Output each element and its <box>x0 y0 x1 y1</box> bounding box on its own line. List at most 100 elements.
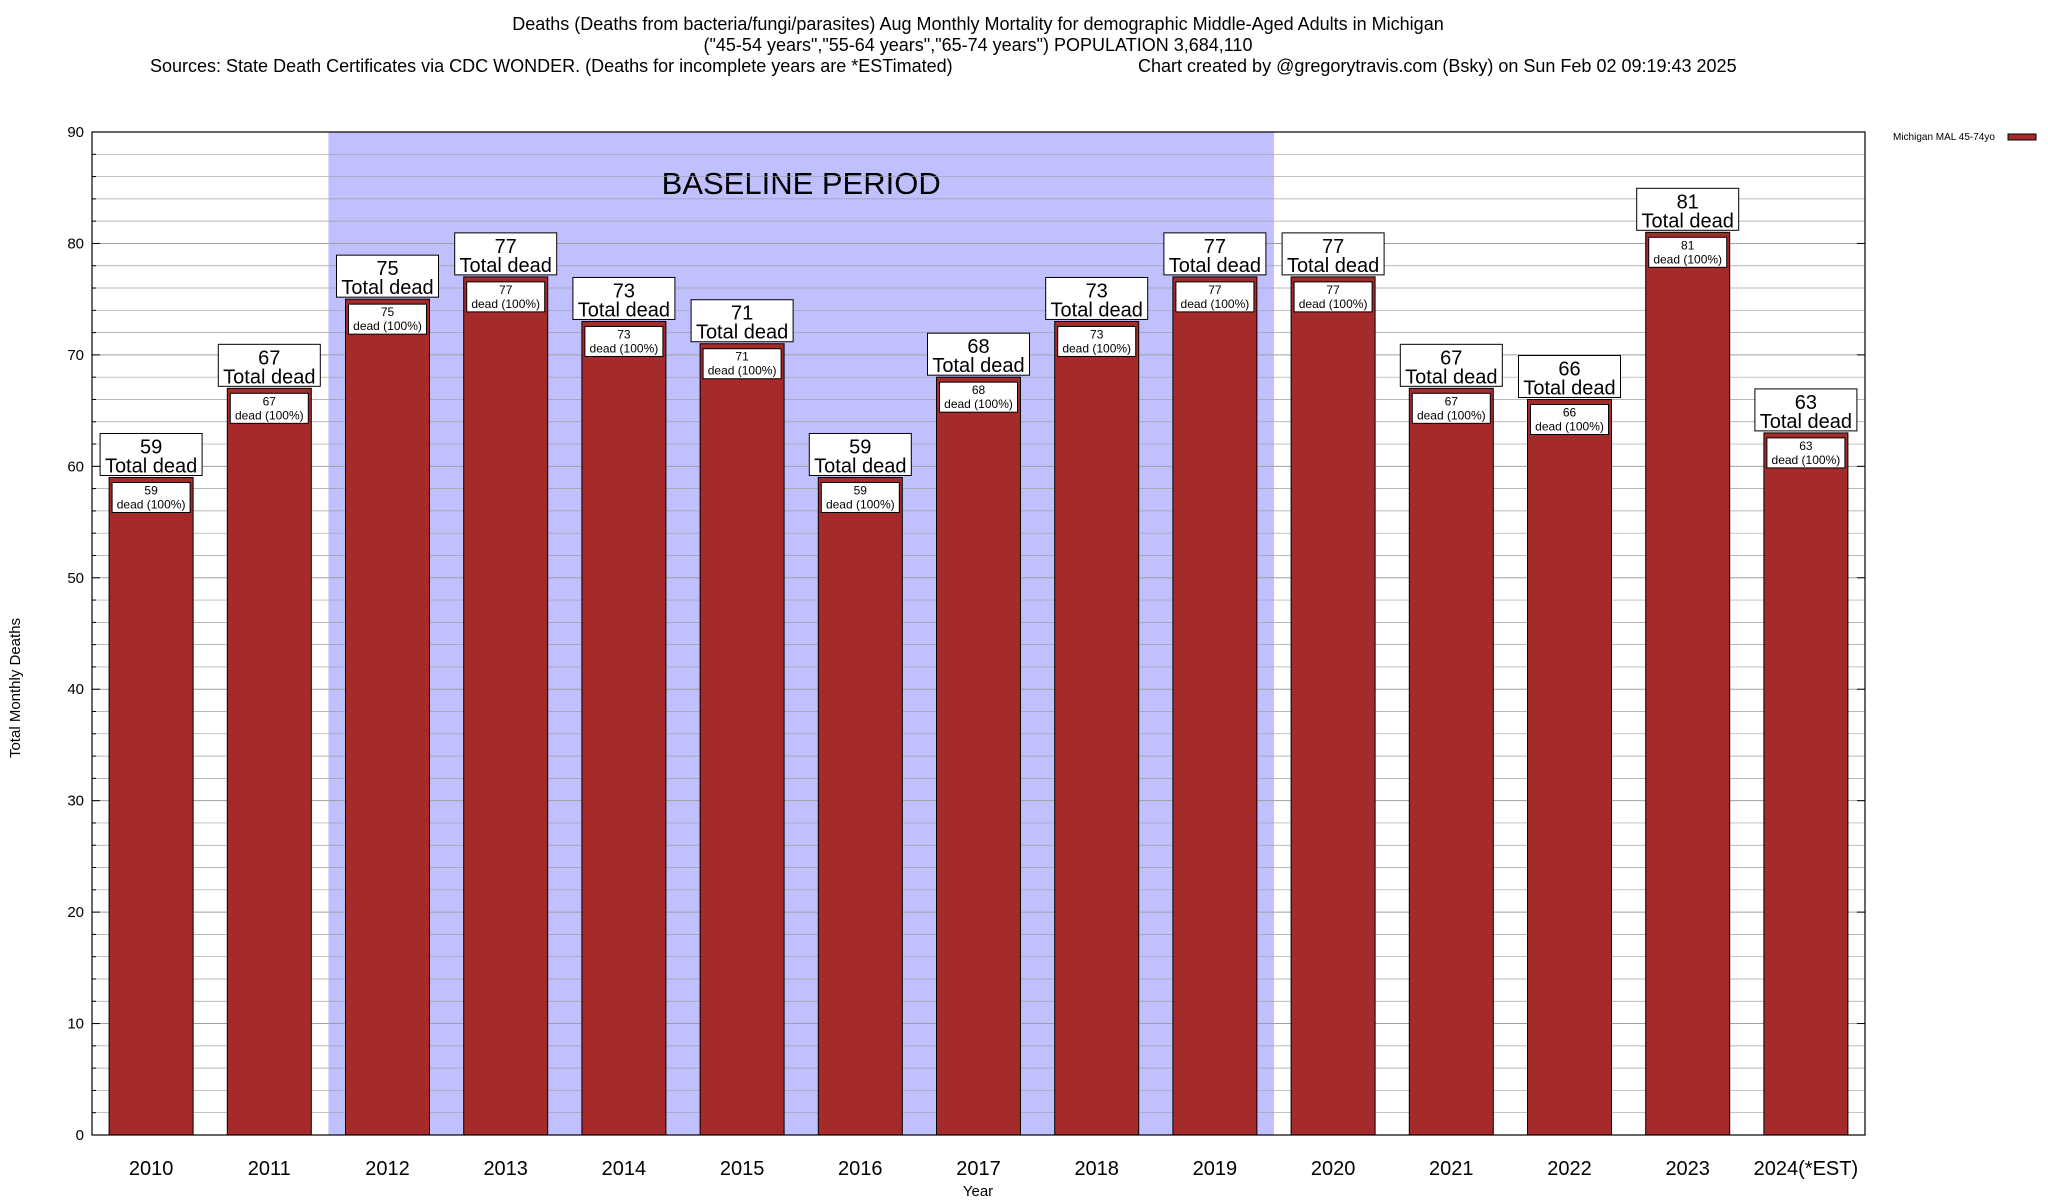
bar-top-label: Total dead <box>105 455 197 477</box>
baseline-label: BASELINE PERIOD <box>662 166 941 201</box>
y-tick-label: 20 <box>67 904 84 921</box>
bar-inner-label-box <box>1530 403 1609 435</box>
bar <box>1527 398 1612 1136</box>
bar-inner-value: 77 <box>1326 283 1340 297</box>
bar-inner-value: 77 <box>1208 283 1222 297</box>
bar-inner-label: dead (100%) <box>1181 297 1250 311</box>
bar <box>1290 276 1376 1136</box>
x-tick-label: 2011 <box>248 1158 291 1180</box>
bar-top-label-box <box>454 232 558 276</box>
bar-top-value: 73 <box>613 280 635 302</box>
bar-inner-label: dead (100%) <box>944 397 1013 411</box>
bar-top-label-box <box>690 299 794 343</box>
bar-inner-value: 67 <box>1445 394 1459 408</box>
bar-top-label: Total dead <box>223 366 315 388</box>
bar-top-label: Total dead <box>341 277 433 299</box>
bar <box>1408 387 1494 1136</box>
bar-inner-value: 71 <box>735 350 749 364</box>
bar-top-label-box <box>1754 388 1858 432</box>
bar-inner-label: dead (100%) <box>1535 419 1604 433</box>
bar-top-label-box <box>1163 232 1267 276</box>
y-tick-label: 50 <box>67 570 84 587</box>
bar-top-label: Total dead <box>1169 255 1261 277</box>
y-axis-label: Total Monthly Deaths <box>7 618 24 758</box>
bar-top-label-box <box>927 332 1030 376</box>
bar-inner-label: dead (100%) <box>117 497 186 511</box>
bar-top-label: Total dead <box>814 455 906 477</box>
bar-inner-label-box <box>466 281 546 313</box>
bar <box>226 387 312 1136</box>
chart-credit: Chart created by @gregorytravis.com (Bsk… <box>1138 56 1737 76</box>
y-tick-label: 80 <box>67 235 84 252</box>
x-tick-label: 2014 <box>602 1158 647 1180</box>
plot-border <box>91 131 1866 1136</box>
chart-sources: Sources: State Death Certificates via CD… <box>150 56 953 76</box>
bar <box>699 343 785 1136</box>
bar-top-value: 66 <box>1558 358 1580 380</box>
y-tick-label: 40 <box>67 681 84 698</box>
bar-inner-label: dead (100%) <box>353 319 422 333</box>
bar-inner-label: dead (100%) <box>471 297 540 311</box>
bar-inner-label: dead (100%) <box>235 408 304 422</box>
bar <box>345 298 430 1136</box>
bar-top-value: 67 <box>1440 347 1462 369</box>
bar-inner-value: 73 <box>617 327 631 341</box>
chart-header: Deaths (Deaths from bacteria/fungi/paras… <box>150 14 1737 76</box>
bar-inner-label-box <box>1411 392 1491 424</box>
x-tick-label: 2023 <box>1665 1158 1710 1180</box>
x-tick-label: 2024(*EST) <box>1754 1158 1859 1180</box>
bar-inner-label-box <box>348 303 427 335</box>
bar-top-value: 81 <box>1677 191 1699 213</box>
bar-top-label-box <box>1636 187 1740 231</box>
x-tick-label: 2017 <box>956 1158 1001 1180</box>
bar-top-label: Total dead <box>1405 366 1497 388</box>
bar-top-label: Total dead <box>578 299 670 321</box>
x-tick-label: 2019 <box>1193 1158 1238 1180</box>
bar-inner-label-box <box>229 392 309 424</box>
legend: Michigan MAL 45-74yo <box>1893 132 2037 143</box>
bar <box>1054 320 1140 1136</box>
bar-inner-value: 66 <box>1563 405 1577 419</box>
bar-inner-label: dead (100%) <box>1062 341 1131 355</box>
bar <box>817 476 903 1136</box>
bar-top-value: 77 <box>1322 236 1344 258</box>
y-axis: Total Monthly Deaths 0 10 20 30 40 50 60 70 80 90 <box>7 124 1865 1144</box>
bar-top-label-box <box>1399 343 1503 387</box>
bar-inner-value: 81 <box>1681 238 1695 252</box>
bar-inner-value: 63 <box>1799 439 1813 453</box>
bar-top-label-box <box>336 254 439 298</box>
bar-inner-value: 73 <box>1090 327 1104 341</box>
x-tick-label: 2022 <box>1547 1158 1592 1180</box>
bar-inner-value: 59 <box>144 483 158 497</box>
bar-inner-label: dead (100%) <box>1653 252 1722 266</box>
bar-inner-label-box <box>1293 281 1373 313</box>
bar-top-value: 68 <box>967 336 989 358</box>
x-tick-label: 2015 <box>720 1158 765 1180</box>
bar-inner-value: 59 <box>854 483 868 497</box>
bar-inner-value: 75 <box>381 305 395 319</box>
plot-frame <box>91 131 1866 1136</box>
bar-top-label: Total dead <box>460 255 552 277</box>
chart-title: Deaths (Deaths from bacteria/fungi/paras… <box>512 14 1443 34</box>
bar-top-label: Total dead <box>1523 377 1615 399</box>
bar-top-value: 59 <box>849 436 871 458</box>
bar-top-label-box <box>808 432 912 476</box>
bar-top-label-box <box>217 343 321 387</box>
bar-top-value: 71 <box>731 303 753 325</box>
bar-inner-label: dead (100%) <box>1299 297 1368 311</box>
x-tick-label: 2018 <box>1074 1158 1119 1180</box>
bar-inner-label: dead (100%) <box>826 497 895 511</box>
bar-top-label: Total dead <box>1760 411 1852 433</box>
bar-inner-label-box <box>1766 437 1846 469</box>
y-tick-label: 70 <box>67 347 84 364</box>
